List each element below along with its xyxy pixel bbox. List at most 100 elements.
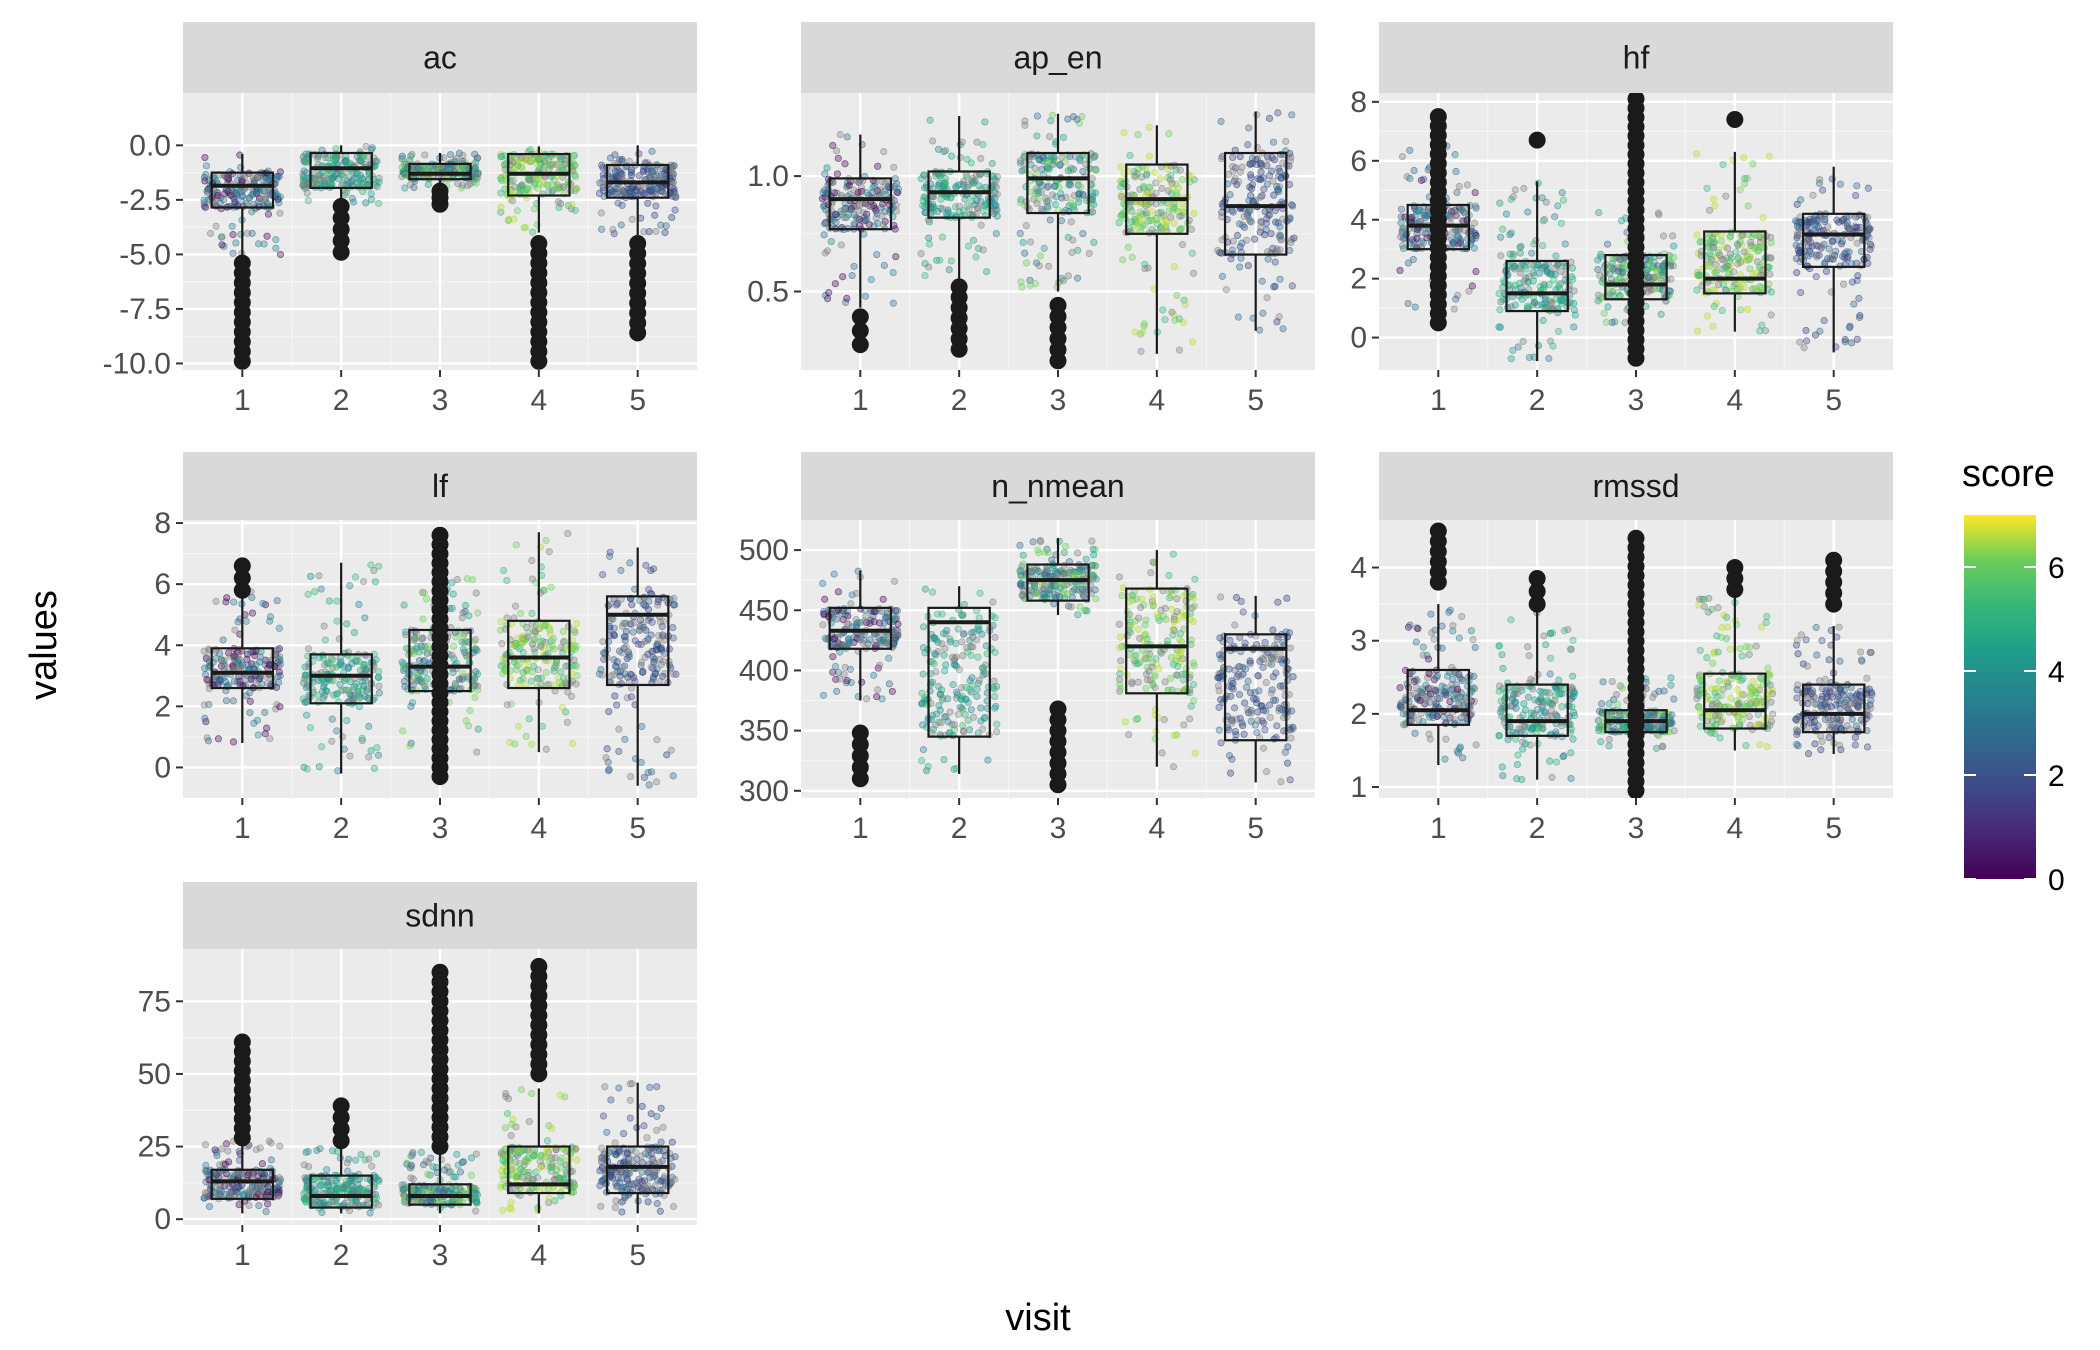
jitter-point: [449, 590, 457, 598]
jitter-point: [832, 210, 840, 219]
jitter-point: [265, 661, 273, 669]
jitter-point: [942, 661, 950, 669]
jitter-point: [1853, 182, 1861, 190]
jitter-point: [572, 680, 580, 688]
jitter-point: [850, 262, 858, 270]
jitter-point: [375, 689, 384, 697]
jitter-point: [1046, 132, 1054, 141]
jitter-point: [889, 268, 897, 277]
jitter-point: [945, 266, 953, 274]
jitter-point: [1257, 168, 1265, 176]
jitter-point: [1047, 153, 1056, 161]
jitter-point: [319, 694, 327, 702]
jitter-point: [950, 725, 959, 734]
jitter-point: [1655, 211, 1663, 219]
jitter-point: [240, 174, 248, 182]
jitter-point: [894, 620, 902, 628]
box-iqr: [1801, 212, 1866, 268]
jitter-point: [1854, 272, 1862, 280]
jitter-point: [843, 294, 851, 302]
jitter-point: [958, 638, 966, 646]
outliers-visit-1: [851, 308, 869, 354]
jitter-point: [1570, 287, 1578, 295]
jitter-point: [1767, 239, 1775, 247]
jitter-point: [301, 675, 309, 683]
x-tick-label: 1: [852, 812, 869, 845]
jitter-point: [671, 206, 679, 214]
box-visit-1: [210, 154, 275, 257]
jitter-point: [893, 607, 901, 615]
jitter-point: [827, 237, 835, 246]
x-tick-label: 5: [1247, 384, 1264, 417]
jitter-point: [843, 676, 851, 685]
jitter-point: [275, 655, 283, 663]
jitter-point: [254, 240, 263, 248]
jitter-point: [938, 640, 946, 648]
jitter-point: [375, 562, 383, 570]
jitter-point: [1736, 283, 1745, 291]
jitter-point: [830, 635, 838, 643]
jitter-point: [570, 626, 578, 634]
jitter-point: [299, 181, 307, 189]
jitter-point: [831, 280, 839, 288]
jitter-point: [359, 677, 367, 686]
jitter-point: [371, 181, 380, 189]
box-iqr: [1505, 259, 1569, 313]
jitter-point: [1652, 273, 1660, 281]
jitter-point: [1411, 303, 1419, 311]
jitter-point: [1568, 264, 1576, 272]
jitter-point: [259, 599, 267, 608]
jitter-point: [643, 168, 651, 176]
jitter-point: [840, 670, 848, 678]
outlier-point: [233, 581, 251, 599]
jitter-point: [1187, 172, 1195, 181]
jitter-point: [1594, 266, 1602, 274]
outlier-point: [1429, 314, 1447, 332]
jitter-point: [471, 636, 479, 644]
jitter-point: [333, 617, 341, 625]
jitter-point: [1147, 208, 1155, 216]
jitter-point: [458, 181, 467, 189]
jitter-point: [599, 571, 607, 579]
jitter-point: [825, 289, 833, 297]
jitter-point: [1506, 250, 1514, 258]
jitter-point: [241, 676, 249, 684]
jitter-point: [371, 578, 379, 586]
jitter-point: [870, 618, 878, 626]
jitter-point: [1075, 119, 1083, 127]
jitter-point: [355, 156, 363, 164]
box-iqr: [1703, 230, 1767, 295]
strip-label: lf: [432, 468, 448, 504]
jitter-point: [1529, 277, 1538, 285]
jitter-point: [892, 207, 901, 215]
jitter-point: [333, 169, 341, 178]
jitter-point: [821, 220, 829, 228]
jitter-point: [1472, 204, 1480, 212]
jitter-point: [1147, 216, 1155, 225]
jitter-point: [1653, 267, 1661, 275]
jitter-point: [342, 189, 350, 197]
jitter-point: [1088, 208, 1097, 216]
jitter-point: [573, 185, 581, 193]
jitter-point: [604, 767, 613, 775]
jitter-point: [1471, 188, 1479, 197]
jitter-point: [232, 190, 241, 198]
jitter-point: [1538, 242, 1547, 250]
jitter-point: [1864, 259, 1872, 268]
jitter-point: [640, 166, 648, 174]
jitter-point: [1246, 171, 1255, 179]
jitter-point: [843, 641, 851, 649]
jitter-point: [266, 735, 274, 743]
jitter-point: [550, 667, 558, 675]
jitter-point: [1229, 162, 1237, 170]
jitter-point: [1516, 269, 1524, 277]
jitter-point: [348, 660, 356, 668]
jitter-point: [930, 633, 938, 642]
jitter-point: [1828, 251, 1837, 259]
jitter-point: [1274, 109, 1282, 117]
jitter-point: [1022, 222, 1030, 230]
jitter-point: [1496, 199, 1504, 207]
jitter-point: [1217, 249, 1226, 257]
jitter-point: [872, 638, 880, 646]
jitter-point: [1256, 160, 1265, 168]
